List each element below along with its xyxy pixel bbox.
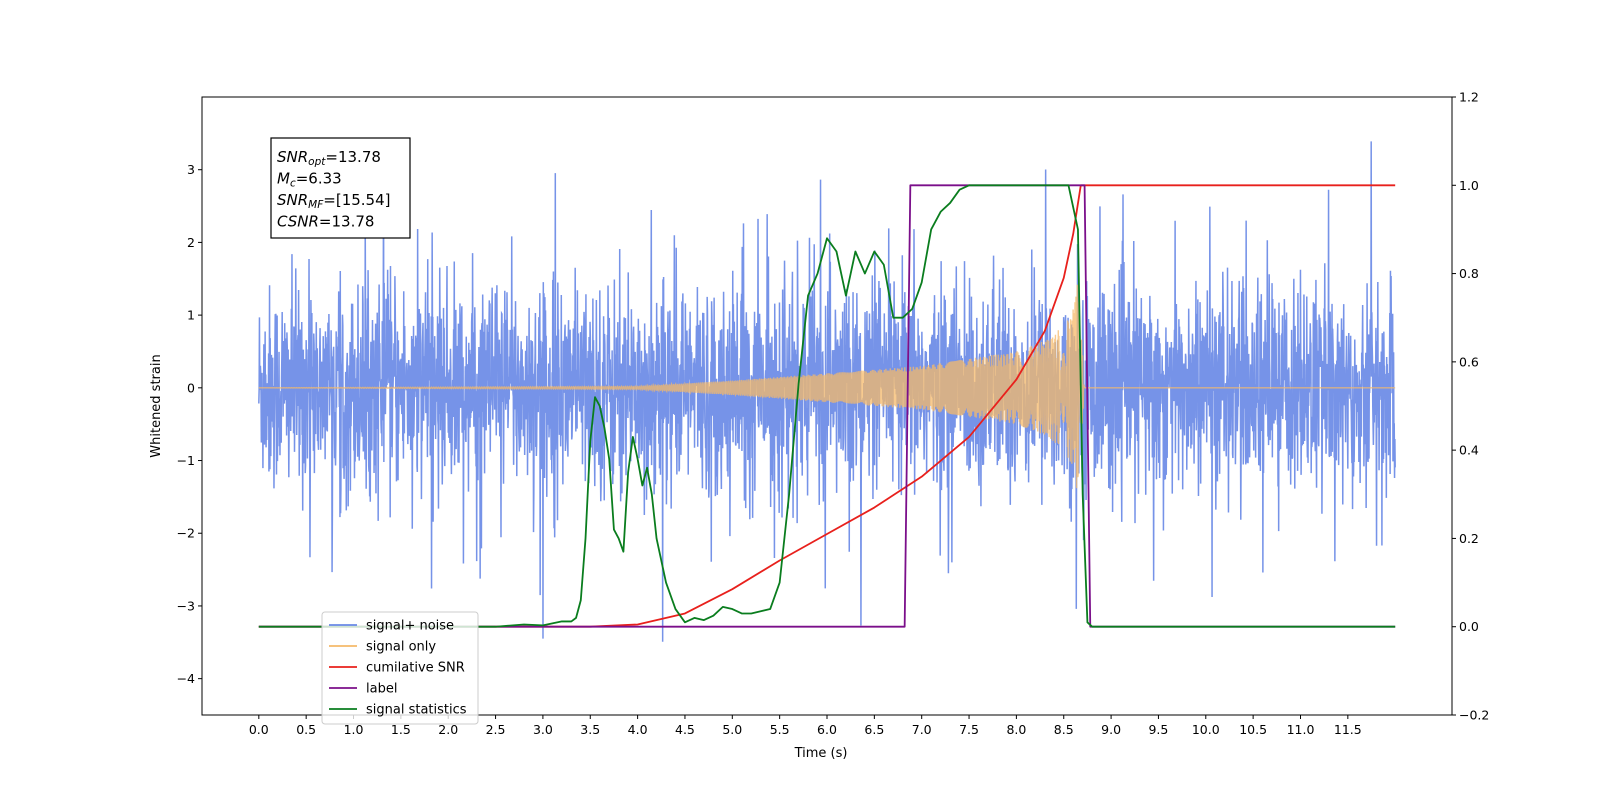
legend-label: signal only [366, 640, 436, 655]
y-tick-label: 1 [187, 308, 195, 323]
series-signal-statistics [258, 184, 1396, 628]
y2-tick-label: 1.0 [1459, 178, 1479, 193]
x-tick-label: 2.5 [486, 722, 506, 737]
x-tick-label: 3.5 [580, 722, 600, 737]
legend-label: cumilative SNR [366, 661, 465, 676]
y-axis-label: Whitened strain [149, 354, 164, 457]
y-tick-label: −3 [177, 598, 195, 613]
plot-area [258, 137, 1396, 642]
y2-tick-label: 0.8 [1459, 266, 1479, 281]
x-tick-label: 10.0 [1192, 722, 1220, 737]
y2-tick-label: 0.0 [1459, 619, 1479, 634]
legend-frame [321, 611, 479, 725]
series-signal-noise [258, 137, 1396, 642]
annotation-frame [270, 137, 411, 239]
y-tick-label: −2 [177, 526, 195, 541]
x-tick-label: 11.5 [1334, 722, 1362, 737]
x-tick-label: 9.0 [1101, 722, 1121, 737]
y2-tick-label: 0.2 [1459, 531, 1479, 546]
x-tick-label: 0.5 [296, 722, 316, 737]
legend-label: label [366, 682, 397, 697]
y-tick-label: −4 [177, 671, 195, 686]
x-tick-label: 2.0 [438, 722, 458, 737]
x-tick-label: 0.0 [249, 722, 269, 737]
x-axis-label: Time (s) [794, 746, 848, 761]
x-tick-label: 4.0 [628, 722, 648, 737]
y-tick-label: −1 [177, 453, 195, 468]
annotation-line: Mc=6.33 [277, 170, 342, 190]
x-tick-label: 10.5 [1239, 722, 1267, 737]
x-tick-label: 11.0 [1287, 722, 1315, 737]
legend: signal+ noise signal only cumilative SNR la… [321, 611, 479, 725]
y2-tick-label: 0.4 [1459, 443, 1479, 458]
annotation-line: SNRMF=[15.54] [277, 191, 391, 211]
annotation-line: SNRopt=13.78 [277, 148, 381, 168]
y-tick-label: 0 [187, 380, 195, 395]
x-tick-label: 7.0 [912, 722, 932, 737]
x-axis: 0.0 0.5 1.0 1.5 2.0 2.5 3.0 3.5 4.0 4.5 5.0 5.5 6.0 6… [249, 715, 1362, 737]
y-tick-label: 2 [187, 235, 195, 250]
x-tick-label: 8.5 [1054, 722, 1074, 737]
y2-tick-label: −0.2 [1459, 708, 1489, 723]
x-tick-label: 5.5 [770, 722, 790, 737]
y-tick-label: 3 [187, 162, 195, 177]
x-tick-label: 3.0 [533, 722, 553, 737]
x-tick-label: 6.0 [817, 722, 837, 737]
x-tick-label: 4.5 [675, 722, 695, 737]
y-axis-left: −4 −3 −2 −1 0 1 2 3 [177, 162, 202, 686]
x-tick-label: 6.5 [864, 722, 884, 737]
x-tick-label: 1.5 [391, 722, 411, 737]
legend-label: signal+ noise [366, 619, 454, 634]
y2-tick-label: 0.6 [1459, 354, 1479, 369]
x-tick-label: 9.5 [1148, 722, 1168, 737]
y2-tick-label: 1.2 [1459, 90, 1479, 105]
legend-label: signal statistics [366, 703, 467, 718]
x-tick-label: 5.0 [722, 722, 742, 737]
x-tick-label: 1.0 [344, 722, 364, 737]
series-signal-only [258, 284, 1396, 489]
x-tick-label: 8.0 [1006, 722, 1026, 737]
x-tick-label: 7.5 [959, 722, 979, 737]
y-axis-right: −0.2 0.0 0.2 0.4 0.6 0.8 1.0 1.2 [1452, 90, 1489, 723]
annotation-line: CSNR=13.78 [277, 213, 374, 231]
